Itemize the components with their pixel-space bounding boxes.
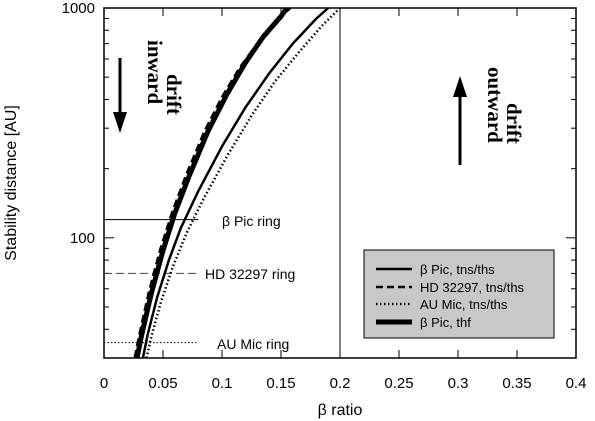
series-line-hd-32297-tns-ths <box>133 8 292 358</box>
x-tick-label-1: 0.05 <box>148 375 177 392</box>
y-tick-labels: 100 1000 <box>62 0 95 247</box>
outward-label: outward <box>483 67 507 143</box>
outward-drift-label: drift <box>502 103 526 144</box>
ring-lines <box>104 219 199 344</box>
series-line-beta-pic-tns-ths <box>141 8 330 358</box>
y-tick-label-100: 100 <box>70 230 95 247</box>
inward-drift-label: drift <box>162 74 186 115</box>
x-tick-labels: 0 0.05 0.1 0.15 0.2 0.25 0.3 0.35 0.4 <box>100 375 587 392</box>
series-line-au-mic-tns-ths <box>145 8 341 358</box>
ring-label-beta-pic: β Pic ring <box>222 213 281 229</box>
inward-drift-annotation: inward drift <box>113 40 186 133</box>
x-tick-label-6: 0.3 <box>448 375 469 392</box>
x-tick-label-2: 0.1 <box>212 375 233 392</box>
inward-arrow-head <box>113 112 127 133</box>
x-axis-title: β ratio <box>318 402 363 419</box>
series-line-beta-pic-thf <box>134 8 289 358</box>
y-axis-title: Stability distance [AU] <box>3 105 20 261</box>
x-tick-label-3: 0.15 <box>266 375 295 392</box>
legend-label-au-mic: AU Mic, tns/ths <box>420 297 508 312</box>
series-lines <box>133 8 341 358</box>
legend-label-hd-32297: HD 32297, tns/ths <box>420 280 525 295</box>
x-tick-label-0: 0 <box>100 375 108 392</box>
outward-arrow-head <box>453 76 467 97</box>
outward-drift-annotation: outward drift <box>453 67 526 165</box>
inward-label: inward <box>143 40 167 105</box>
ring-label-au-mic: AU Mic ring <box>217 336 289 352</box>
legend-label-beta-pic-tns: β Pic, tns/ths <box>420 262 495 277</box>
x-tick-label-7: 0.35 <box>502 375 531 392</box>
legend-label-beta-pic-thf: β Pic, thf <box>420 315 471 330</box>
y-tick-label-1000: 1000 <box>62 0 95 17</box>
legend: β Pic, tns/ths HD 32297, tns/ths AU Mic,… <box>363 249 555 339</box>
x-tick-label-8: 0.4 <box>566 375 587 392</box>
x-tick-label-5: 0.25 <box>384 375 413 392</box>
ring-label-hd-32297: HD 32297 ring <box>205 266 295 282</box>
x-tick-label-4: 0.2 <box>330 375 351 392</box>
